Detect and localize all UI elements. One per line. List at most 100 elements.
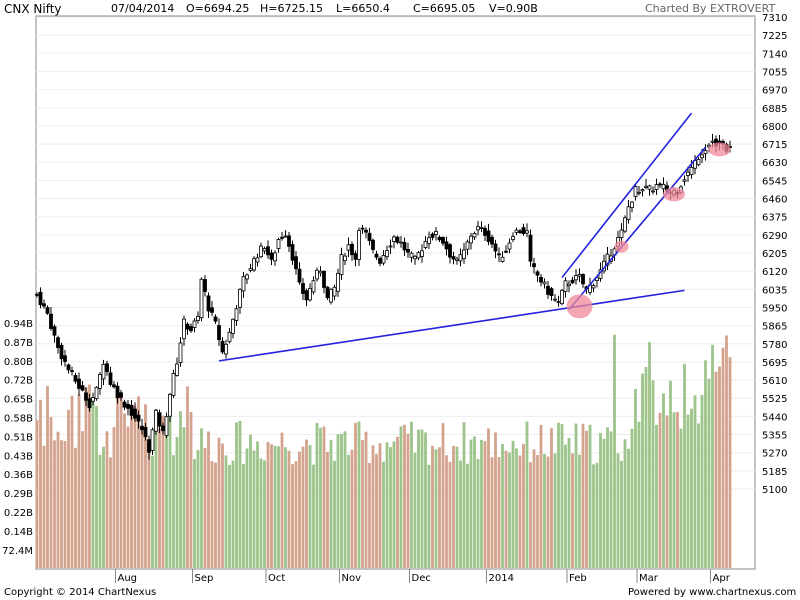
- volume-bar: [42, 445, 46, 568]
- candle-body: [388, 245, 393, 248]
- volume-bar: [298, 451, 301, 568]
- candle-body: [136, 414, 141, 422]
- candle-body: [633, 186, 638, 198]
- volume-bar: [140, 428, 144, 568]
- candle-body: [227, 331, 232, 343]
- candle-body: [385, 250, 389, 258]
- candle-body: [91, 397, 95, 402]
- candle-body: [710, 140, 715, 143]
- highlight-marker: [708, 142, 731, 157]
- candle-body: [49, 313, 53, 329]
- volume-bar: [417, 429, 420, 568]
- candle-body: [196, 315, 200, 321]
- volume-tick-label: 0.80B: [4, 357, 33, 368]
- volume-bar: [357, 421, 361, 568]
- volume-bar: [252, 450, 256, 568]
- candle-body: [238, 288, 242, 308]
- volume-bar: [392, 441, 396, 568]
- candle-body: [577, 274, 582, 277]
- high-value: H=6725.15: [260, 2, 323, 15]
- candle-body: [661, 183, 666, 190]
- candle-body: [143, 426, 148, 438]
- candle-body: [126, 403, 130, 409]
- volume-value: V=0.90B: [489, 2, 538, 15]
- candle-body: [255, 257, 260, 263]
- candle-body: [140, 425, 144, 431]
- volume-bar: [424, 432, 427, 568]
- candle-body: [416, 252, 421, 259]
- candle-body: [346, 244, 351, 251]
- candle-body: [462, 249, 466, 260]
- volume-tick-label: 0.43B: [4, 451, 33, 462]
- candle-body: [392, 236, 396, 242]
- candle-body: [350, 244, 354, 256]
- candle-body: [483, 227, 487, 236]
- volume-bar: [658, 412, 662, 568]
- candle-body: [45, 307, 50, 314]
- volume-bar: [350, 449, 354, 568]
- volume-bar: [315, 422, 319, 568]
- candle-body: [521, 227, 526, 234]
- volume-bar: [711, 344, 714, 568]
- candle-body: [294, 256, 298, 270]
- volume-tick-label: 0.72B: [4, 376, 33, 387]
- volume-bar: [189, 411, 193, 568]
- price-tick-label: 6885: [762, 104, 787, 115]
- candle-body: [647, 185, 652, 190]
- x-tick-label: Apr: [713, 573, 731, 584]
- volume-bar: [480, 439, 483, 568]
- candle-body: [154, 409, 158, 432]
- volume-bar: [291, 464, 294, 568]
- trend-line: [568, 146, 707, 311]
- price-tick-label: 6715: [762, 140, 787, 151]
- candle-body: [364, 229, 368, 233]
- candle-body: [119, 392, 123, 398]
- candle-body: [570, 279, 575, 284]
- volume-bar: [203, 447, 207, 568]
- candle-body: [644, 185, 648, 188]
- candle-body: [56, 337, 60, 349]
- volume-bar: [35, 420, 39, 568]
- candle-body: [441, 237, 445, 244]
- volume-bar: [147, 446, 151, 568]
- volume-bar: [476, 458, 480, 568]
- volume-bar: [651, 380, 655, 568]
- volume-bar: [525, 421, 529, 568]
- price-tick-label: 7225: [762, 31, 787, 42]
- candle-body: [73, 375, 78, 382]
- volume-bar: [294, 461, 298, 568]
- candle-body: [297, 268, 302, 283]
- candle-body: [192, 320, 197, 328]
- volume-tick-label: 0.22B: [4, 508, 33, 519]
- x-tick-label: Feb: [569, 573, 587, 584]
- volume-tick-label: 0.94B: [4, 319, 33, 330]
- price-tick-label: 6375: [762, 213, 787, 224]
- open-value: O=6694.25: [186, 2, 250, 15]
- candle-body: [630, 201, 634, 209]
- volume-bar: [714, 371, 718, 568]
- candle-body: [241, 276, 246, 292]
- volume-bar: [112, 426, 116, 568]
- candle-body: [175, 363, 179, 376]
- candle-body: [353, 253, 358, 260]
- candle-body: [189, 326, 193, 332]
- volume-bar: [511, 440, 515, 568]
- price-tick-label: 6800: [762, 122, 787, 133]
- candle-body: [574, 275, 578, 281]
- volume-bar: [669, 380, 672, 568]
- chart-credit: Charted By EXTROVERT: [645, 2, 776, 15]
- price-tick-label: 5865: [762, 322, 787, 333]
- candle-body: [38, 291, 43, 306]
- volume-bar: [704, 360, 707, 568]
- candle-body: [451, 256, 456, 260]
- candle-body: [63, 355, 67, 362]
- candle-body: [203, 279, 207, 292]
- volume-bar: [256, 441, 259, 568]
- volume-bar: [123, 413, 126, 568]
- candle-body: [686, 171, 690, 176]
- candle-body: [658, 183, 662, 186]
- volume-bar: [529, 462, 532, 568]
- candle-body: [210, 307, 214, 313]
- price-tick-label: 5270: [762, 449, 787, 460]
- volume-bar: [501, 444, 504, 568]
